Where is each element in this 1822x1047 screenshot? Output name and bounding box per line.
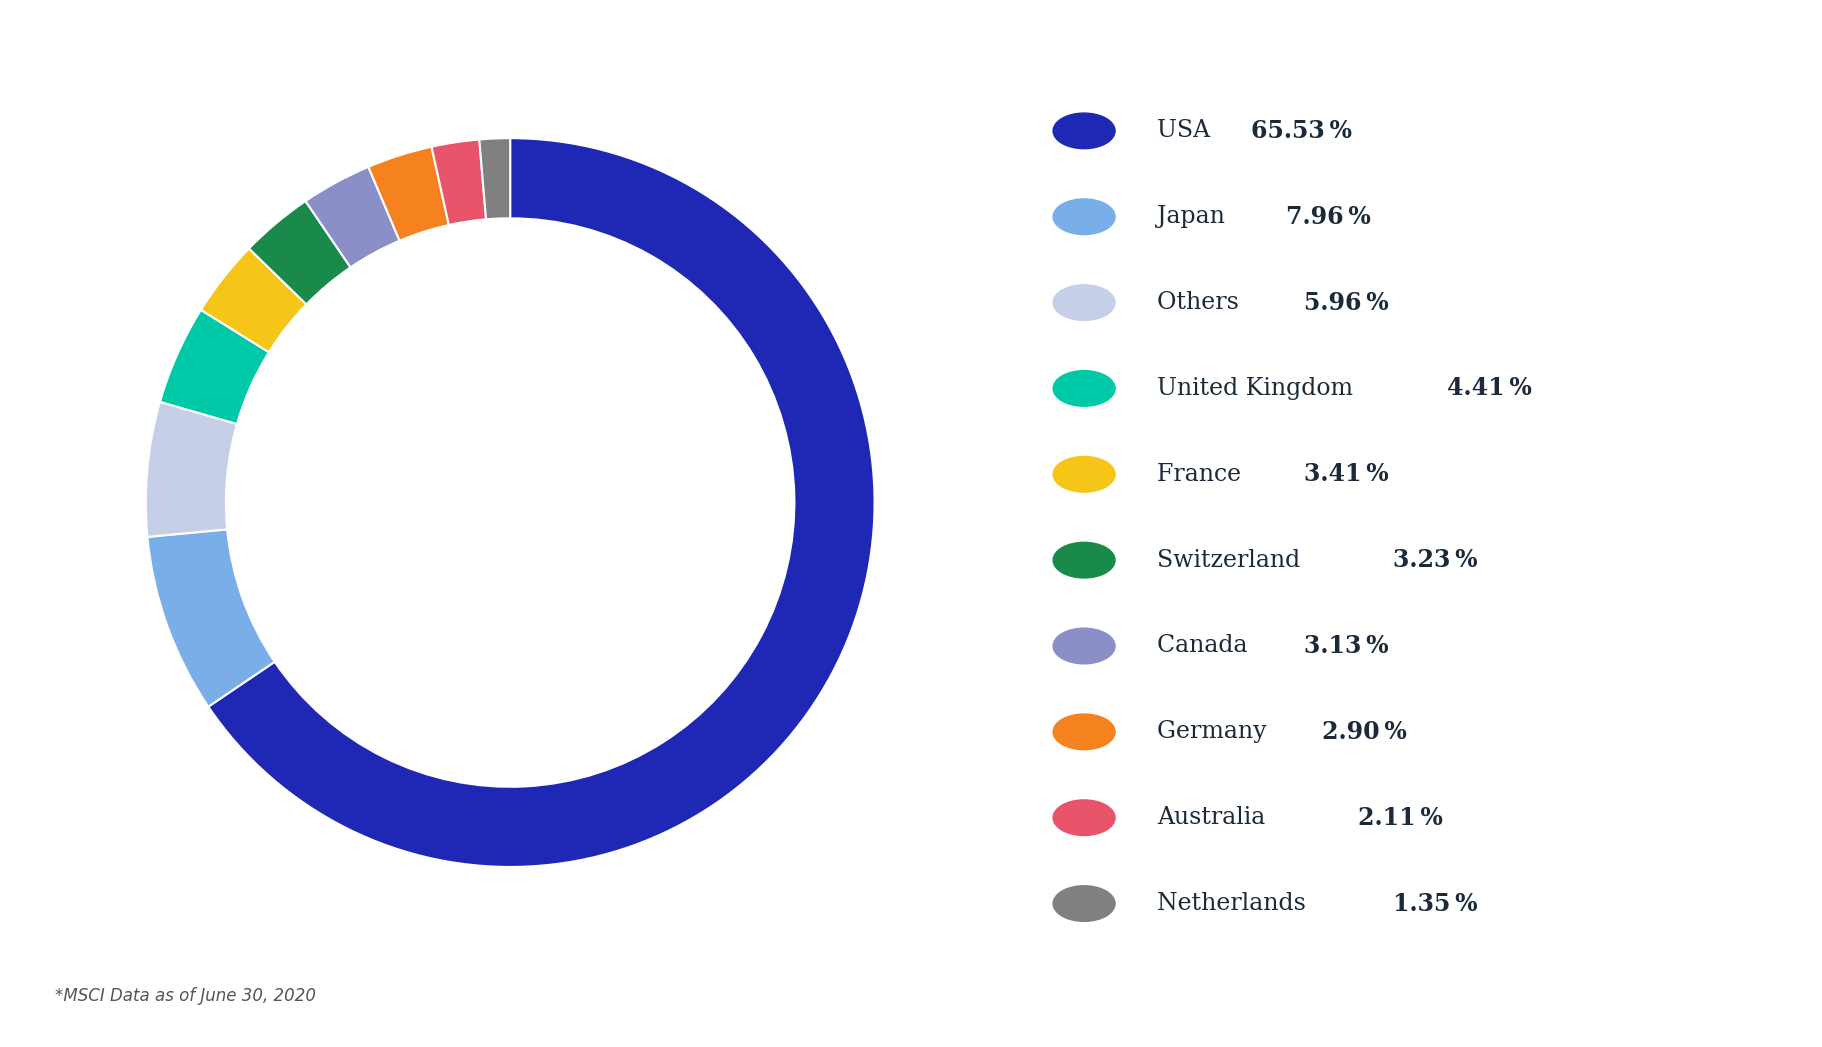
Text: 2.90 %: 2.90 % — [1323, 720, 1407, 743]
Text: Others: Others — [1157, 291, 1254, 314]
Text: Japan: Japan — [1157, 205, 1239, 228]
Text: 5.96 %: 5.96 % — [1305, 291, 1388, 314]
Text: *MSCI Data as of June 30, 2020: *MSCI Data as of June 30, 2020 — [55, 987, 315, 1005]
Text: Netherlands: Netherlands — [1157, 892, 1321, 915]
Wedge shape — [432, 139, 486, 225]
Text: Switzerland: Switzerland — [1157, 549, 1315, 572]
Wedge shape — [250, 201, 350, 305]
Text: 3.13 %: 3.13 % — [1305, 634, 1388, 658]
Wedge shape — [146, 402, 237, 537]
Wedge shape — [208, 138, 875, 867]
Text: 65.53 %: 65.53 % — [1250, 119, 1352, 142]
Text: 4.41 %: 4.41 % — [1447, 377, 1532, 400]
Text: 7.96 %: 7.96 % — [1286, 205, 1372, 228]
Wedge shape — [368, 147, 448, 241]
Text: 3.41 %: 3.41 % — [1305, 463, 1388, 486]
Text: 1.35 %: 1.35 % — [1394, 892, 1478, 915]
Text: France: France — [1157, 463, 1255, 486]
Text: United Kingdom: United Kingdom — [1157, 377, 1368, 400]
Wedge shape — [200, 248, 306, 352]
Wedge shape — [148, 530, 275, 707]
Text: Australia: Australia — [1157, 806, 1281, 829]
Text: Canada: Canada — [1157, 634, 1263, 658]
Wedge shape — [306, 166, 399, 267]
Wedge shape — [160, 310, 270, 424]
Text: 2.11 %: 2.11 % — [1357, 806, 1443, 829]
Wedge shape — [479, 138, 510, 220]
Text: USA: USA — [1157, 119, 1224, 142]
Text: Germany: Germany — [1157, 720, 1281, 743]
Text: 3.23 %: 3.23 % — [1394, 549, 1478, 572]
